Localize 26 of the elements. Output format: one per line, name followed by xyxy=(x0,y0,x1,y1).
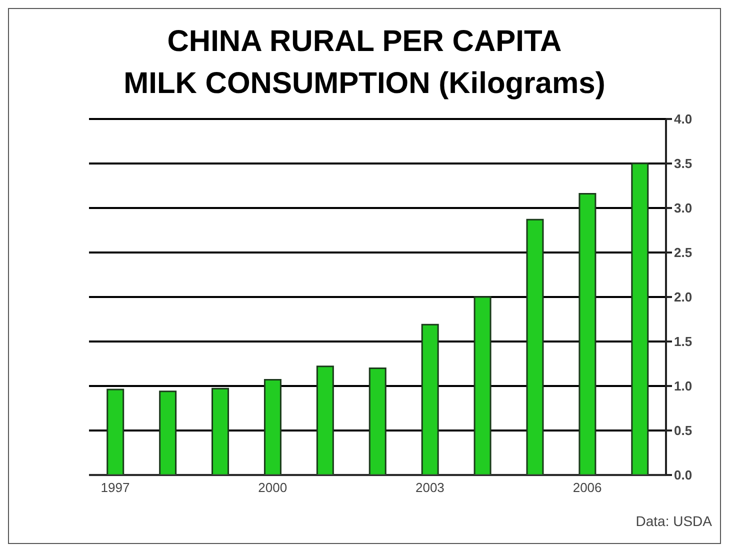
y-tick-label: 0.0 xyxy=(674,468,692,483)
bar xyxy=(316,366,334,475)
bar xyxy=(368,367,386,475)
x-tick-label: 2000 xyxy=(258,480,288,496)
bar xyxy=(526,218,544,475)
y-tick-label: 3.5 xyxy=(674,156,692,172)
x-tick-label: 2006 xyxy=(572,480,602,496)
x-tick-label: 1997 xyxy=(100,480,130,496)
y-tick-label: 1.0 xyxy=(674,378,692,394)
x-tick-label: 2003 xyxy=(415,480,444,496)
bar xyxy=(474,296,492,475)
bar xyxy=(159,390,177,475)
y-tick-label: 4.0 xyxy=(674,112,692,127)
bar xyxy=(578,193,596,475)
y-tick-label: 3.0 xyxy=(674,200,692,216)
bar xyxy=(212,388,230,475)
y-tick-label: 1.5 xyxy=(674,334,692,350)
bar xyxy=(631,162,649,475)
bar xyxy=(264,379,282,475)
y-tick-label: 2.5 xyxy=(674,245,692,260)
y-tick-label: 2.0 xyxy=(674,290,692,305)
text: Data: USDA xyxy=(636,513,712,529)
chart-title: CHINA RURAL PER CAPITA MILK CONSUMPTION (Kilograms) xyxy=(122,24,606,102)
y-tick-label: 0.5 xyxy=(674,423,692,438)
bar xyxy=(421,324,439,475)
bar xyxy=(106,388,124,475)
